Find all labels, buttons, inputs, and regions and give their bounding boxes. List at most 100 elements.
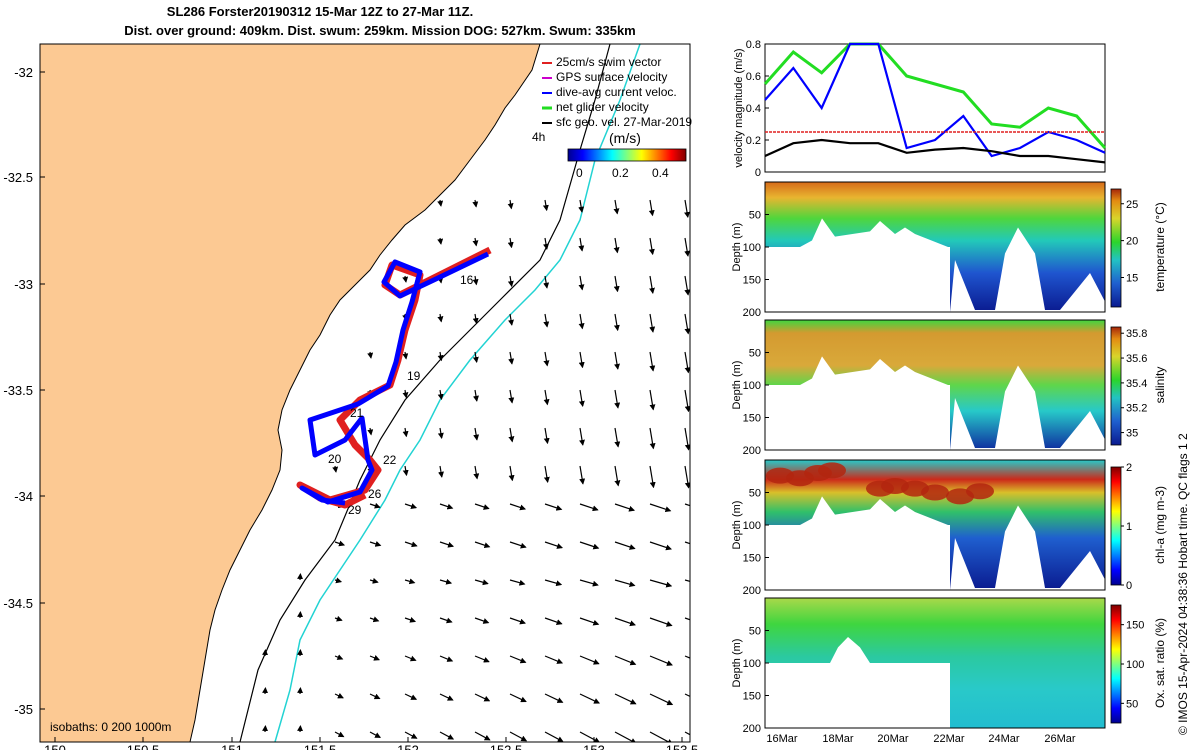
current-arrow: [474, 617, 490, 624]
current-arrow: [649, 313, 656, 333]
map-y-tick-label: -32.5: [3, 170, 33, 185]
current-arrow: [369, 616, 380, 623]
map-panel: 16 19 21 20 22 26 29 25cm/s swim vector …: [3, 43, 699, 750]
current-arrow: [684, 579, 690, 583]
current-arrow: [509, 541, 527, 549]
depth-ylabel: Depth (m): [731, 223, 743, 272]
colorbar-tick-label: 35.2: [1126, 403, 1147, 415]
colorbar-tick-label: 35: [1126, 428, 1138, 440]
day-labels: 16 19 21 20 22 26 29: [328, 273, 474, 517]
velocity-y-axis: 0 0.2 0.4 0.6 0.8: [746, 39, 769, 179]
current-arrow: [684, 427, 690, 451]
depth-tick-label: 200: [743, 585, 761, 597]
velocity-series-line: [763, 42, 1107, 149]
depth-tick-label: 50: [749, 626, 761, 638]
current-arrow: [613, 313, 620, 332]
day-label: 16: [460, 273, 474, 287]
depth-tick-label: 100: [743, 520, 761, 532]
current-arrow: [474, 541, 491, 549]
current-arrow: [649, 617, 673, 627]
current-arrow: [544, 503, 563, 511]
current-arrow: [579, 579, 599, 587]
section-data-field: [765, 320, 1105, 450]
day-label: 26: [368, 487, 382, 501]
current-arrow: [649, 465, 656, 489]
colorbar-label: salinity: [1153, 367, 1167, 404]
section-panel: 50 100 150 200 Depth (m) 0 1 2 chl-a (mg m-3): [731, 459, 1167, 597]
current-arrow: [369, 731, 381, 738]
current-arrow: [613, 275, 620, 293]
current-arrow: [334, 540, 346, 547]
map-frame: [39, 43, 691, 743]
date-tick-label: 20Mar: [877, 733, 909, 745]
map-x-tick-label: 151: [221, 743, 243, 750]
map-x-tick-label: 153: [583, 743, 605, 750]
current-arrow: [684, 655, 690, 659]
map-y-axis: -32 -32.5 -33 -33.5 -34 -34.5 -35: [3, 65, 45, 717]
colorbar-tick-label: 35.4: [1126, 378, 1147, 390]
colorbar-tick-label: 35.8: [1126, 328, 1147, 340]
current-arrow: [544, 655, 564, 664]
current-arrow: [579, 655, 600, 665]
section-panel: 50 100 150 200 Depth (m) 35 35.2 35.4 35.6 35.8 sa…: [731, 319, 1167, 457]
current-arrow: [544, 617, 563, 625]
current-arrow: [613, 199, 620, 215]
current-arrow: [544, 579, 563, 587]
current-arrow: [437, 389, 444, 401]
chl-maximum-blob: [966, 483, 994, 500]
legend-label: sfc geo. vel. 27-Mar-2019: [556, 115, 692, 129]
current-arrow: [508, 389, 515, 404]
velocity-y-tick-label: 0.6: [746, 71, 761, 83]
current-arrow: [439, 617, 453, 624]
current-arrow: [472, 275, 479, 286]
current-arrow: [437, 427, 444, 439]
colorbar-tick-label: 20: [1126, 236, 1138, 248]
chart-title-line1: SL286 Forster20190312 15-Mar 12Z to 27-M…: [166, 4, 474, 19]
depth-tick-label: 50: [749, 348, 761, 360]
current-arrow: [543, 389, 550, 406]
current-arrow: [649, 541, 672, 551]
current-arrow: [684, 693, 690, 698]
current-arrow: [543, 427, 550, 445]
map-x-tick-label: 153.5: [666, 743, 699, 750]
current-arrow: [614, 351, 620, 370]
current-arrow: [508, 427, 515, 443]
colorbar-tick-label: 50: [1126, 698, 1138, 710]
current-arrow: [509, 579, 526, 586]
section-colorbar: [1110, 188, 1122, 308]
current-arrow: [439, 578, 453, 585]
map-x-tick-label: 152.5: [490, 743, 523, 750]
current-arrow: [439, 541, 455, 548]
legend-unit-label: (m/s): [609, 130, 641, 146]
current-arrow: [404, 617, 417, 623]
date-tick-label: 18Mar: [822, 733, 854, 745]
current-arrow: [578, 199, 585, 213]
current-arrow: [544, 731, 564, 742]
colorbar-tick-label: 25: [1126, 199, 1138, 211]
current-arrow: [404, 503, 418, 509]
map-y-tick-label: -33.5: [3, 383, 33, 398]
map-y-tick-label: -33: [14, 277, 33, 292]
current-arrow: [579, 465, 586, 485]
depth-tick-label: 150: [743, 691, 761, 703]
current-arrow: [684, 465, 690, 489]
depth-tick-label: 150: [743, 275, 761, 287]
current-arrow: [614, 389, 621, 409]
current-arrow: [614, 465, 621, 487]
legend-label: 25cm/s swim vector: [556, 55, 661, 69]
current-arrow: [509, 655, 527, 664]
date-tick-label: 24Mar: [988, 733, 1020, 745]
depth-tick-label: 100: [743, 242, 761, 254]
map-x-tick-label: 150.5: [127, 743, 160, 750]
isobath-label: isobaths: 0 200 1000m: [50, 720, 171, 734]
map-x-tick-label: 150: [44, 743, 66, 750]
chl-maximum-blob: [818, 462, 846, 479]
section-data-field: [765, 460, 1105, 590]
section-colorbar: [1110, 326, 1122, 446]
current-arrow: [578, 313, 585, 330]
chl-maximum-blob: [921, 484, 949, 501]
map-y-tick-label: -34.5: [3, 596, 33, 611]
depth-tick-label: 200: [743, 445, 761, 457]
section-data-field: [765, 598, 1105, 728]
